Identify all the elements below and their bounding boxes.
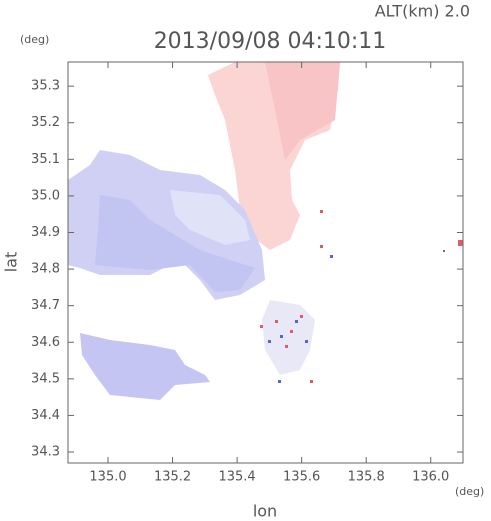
x-tick-label: 135.0 [89, 470, 126, 485]
x-tick-label: 135.6 [283, 470, 320, 485]
y-tick-label: 35.1 [31, 152, 60, 167]
y-tick-label: 34.7 [31, 298, 60, 313]
y-tick-label: 34.6 [31, 335, 60, 350]
y-tick-label: 34.5 [31, 371, 60, 386]
plot-frame [67, 61, 464, 464]
y-tick-label: 35.0 [31, 188, 60, 203]
x-tick-label: 135.4 [218, 470, 255, 485]
x-tick-label: 135.2 [154, 470, 191, 485]
altitude-annotation: ALT(km) 2.0 [375, 2, 470, 21]
echo-field [68, 62, 463, 400]
y-tick-label: 34.9 [31, 225, 60, 240]
y-tick-label: 34.4 [31, 408, 60, 423]
x-unit: (deg) [455, 485, 484, 498]
y-unit: (deg) [20, 33, 49, 46]
x-tick-label: 135.8 [348, 470, 385, 485]
chart-title: 2013/09/08 04:10:11 [154, 29, 387, 54]
x-axis-label: lon [253, 502, 277, 521]
x-tick-label: 136.0 [412, 470, 449, 485]
y-tick-label: 34.8 [31, 262, 60, 277]
y-tick-label: 35.2 [31, 115, 60, 130]
y-tick-label: 35.3 [31, 79, 60, 94]
y-axis-label: lat [2, 252, 21, 273]
y-tick-label: 34.3 [31, 445, 60, 460]
